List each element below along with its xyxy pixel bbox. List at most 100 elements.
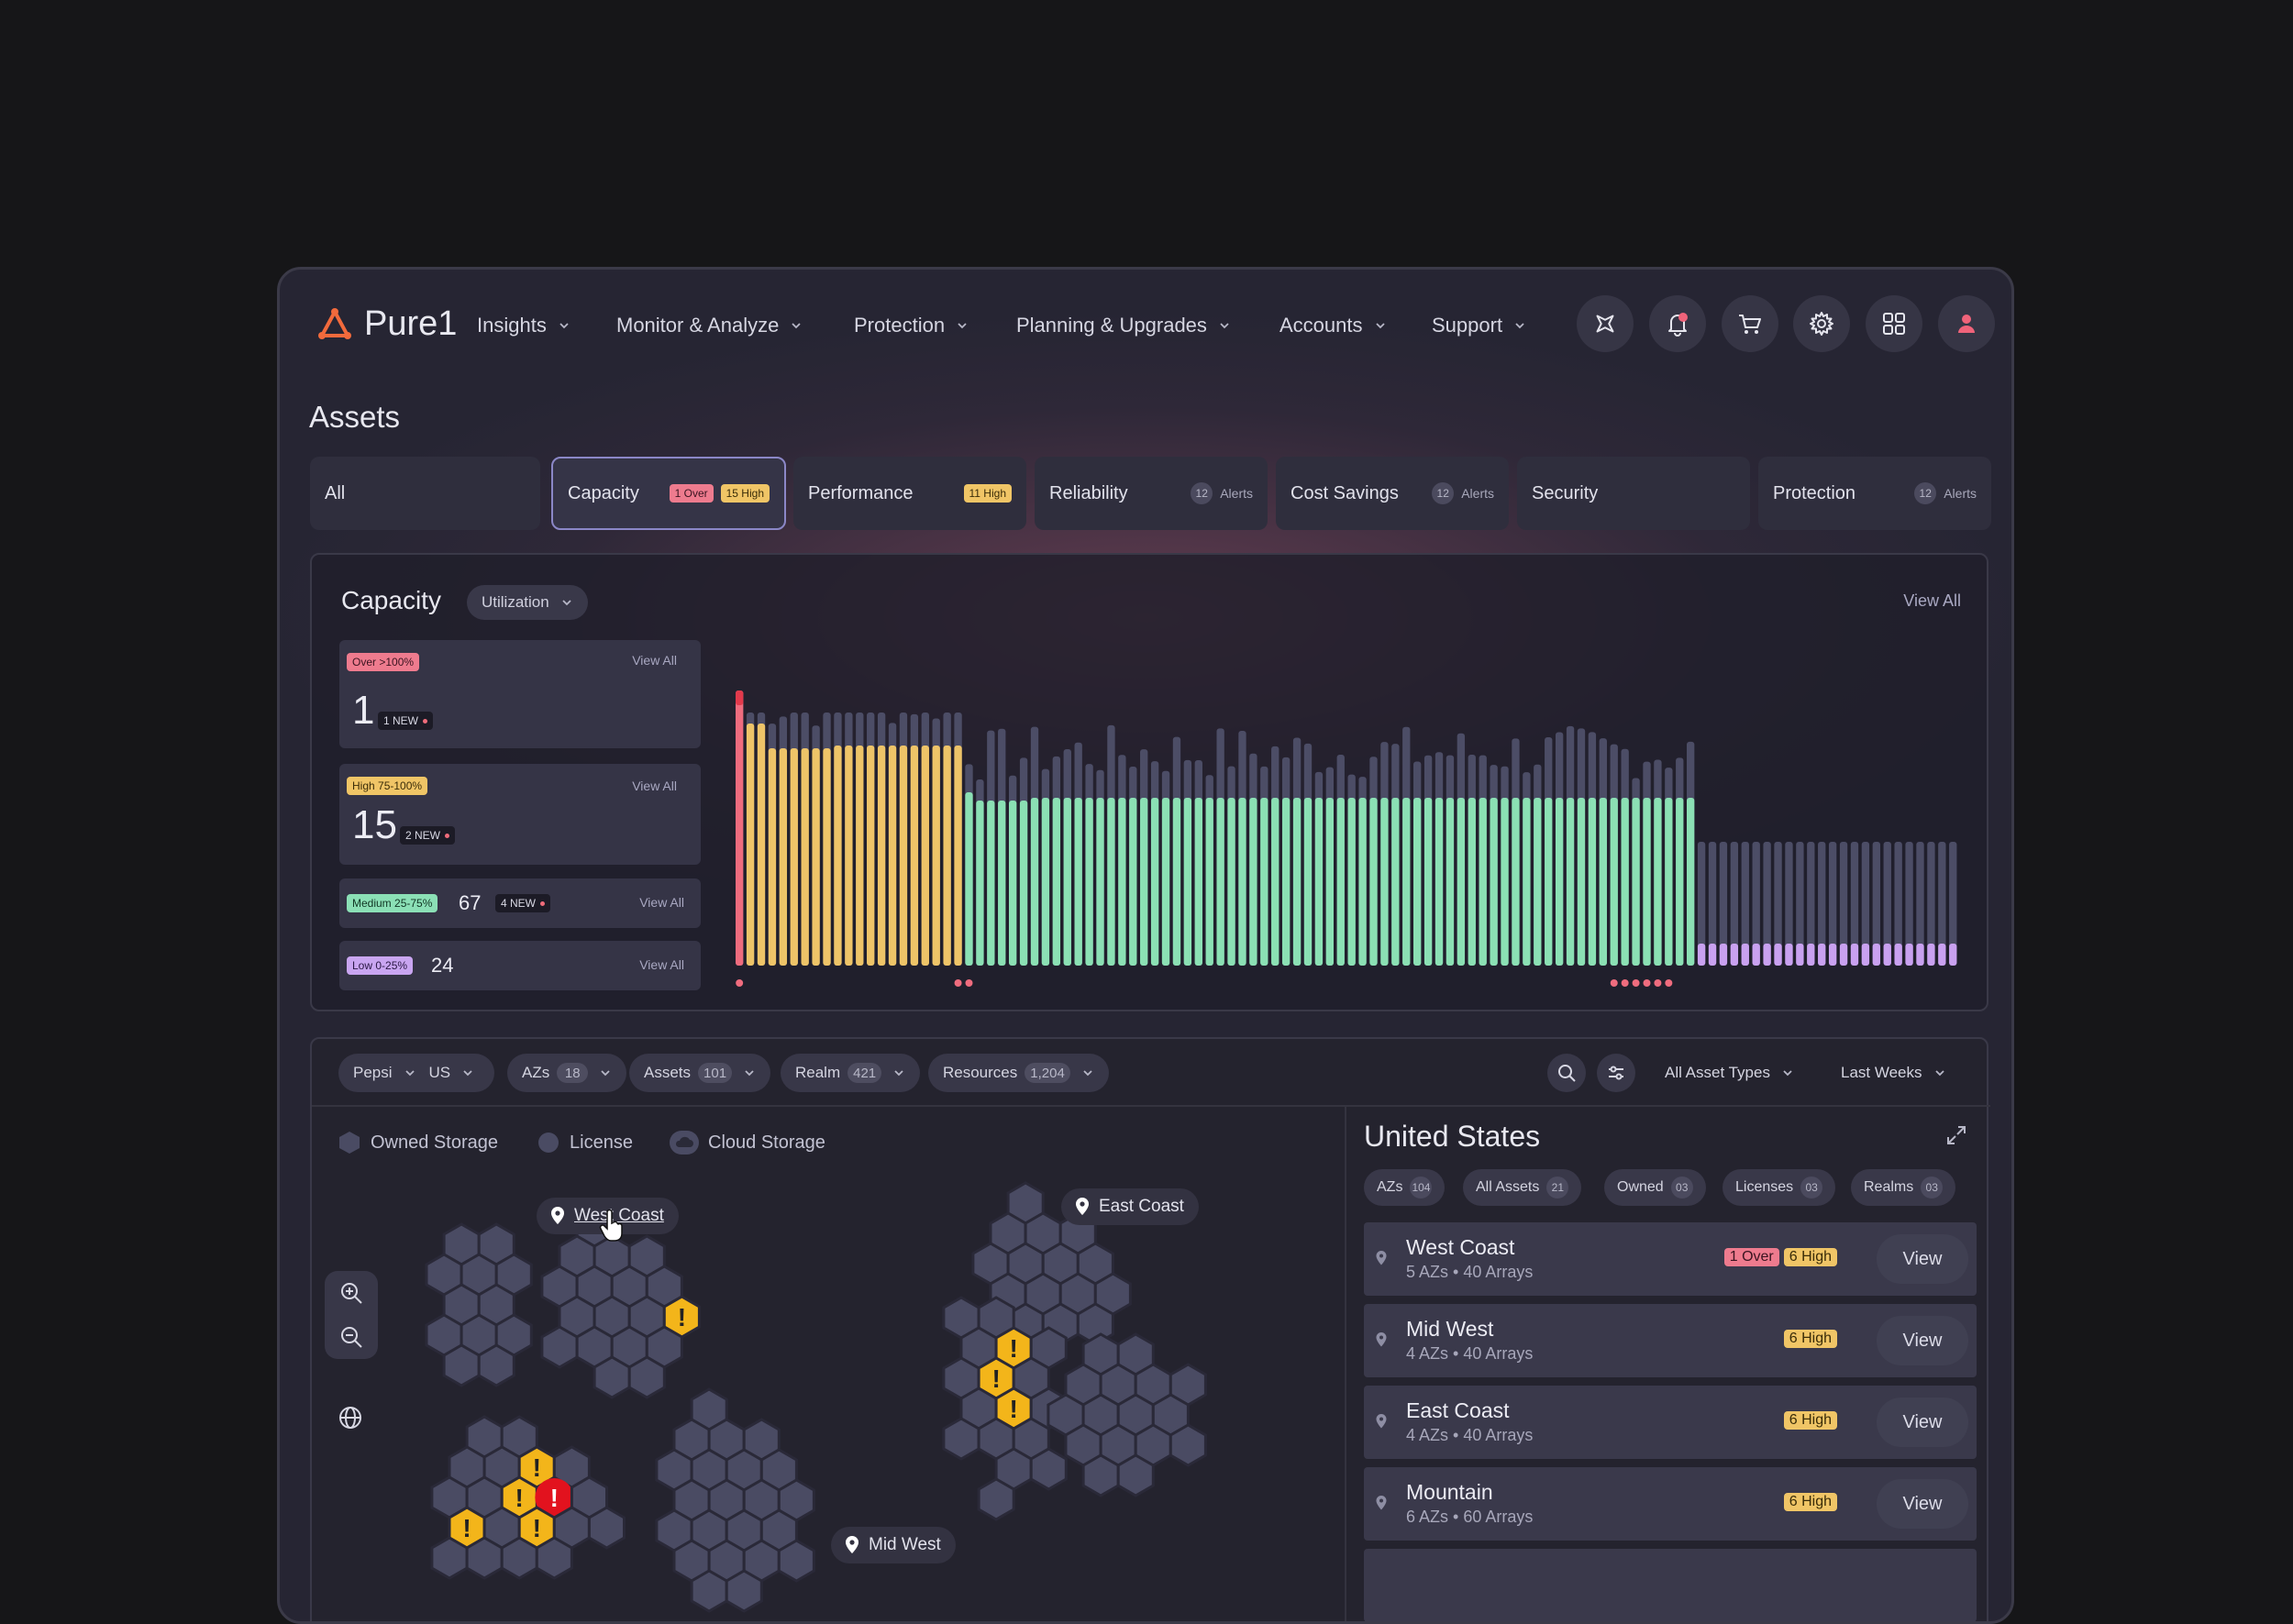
storage-hex[interactable] bbox=[1029, 1447, 1068, 1491]
storage-hex[interactable] bbox=[587, 1506, 626, 1550]
capacity-bar[interactable] bbox=[1140, 749, 1148, 966]
region-row-west-coast[interactable]: West Coast 5 AZs • 40 Arrays 1 Over 6 Hig… bbox=[1364, 1222, 1977, 1296]
capacity-bar[interactable] bbox=[867, 713, 875, 966]
storage-hex[interactable] bbox=[535, 1536, 573, 1580]
storage-hex[interactable] bbox=[465, 1536, 504, 1580]
storage-hex[interactable] bbox=[725, 1569, 763, 1613]
capacity-bar[interactable] bbox=[1752, 842, 1760, 966]
capacity-bar[interactable] bbox=[757, 713, 766, 966]
nav-insights[interactable]: Insights bbox=[477, 309, 570, 342]
pill-azs[interactable]: AZs 104 bbox=[1364, 1169, 1446, 1206]
settings-button[interactable] bbox=[1793, 295, 1850, 352]
capacity-bar[interactable] bbox=[1172, 736, 1181, 966]
tab-all[interactable]: All bbox=[310, 457, 540, 530]
realm-filter[interactable]: Realm 421 bbox=[781, 1054, 921, 1092]
capacity-bar[interactable] bbox=[856, 713, 864, 966]
zoom-out-icon[interactable] bbox=[339, 1325, 363, 1349]
expand-icon[interactable] bbox=[1945, 1124, 1967, 1146]
tab-reliability[interactable]: Reliability 12 Alerts bbox=[1035, 457, 1268, 530]
capacity-bar[interactable] bbox=[1632, 778, 1640, 966]
capacity-bar[interactable] bbox=[1336, 754, 1345, 966]
capacity-bar[interactable] bbox=[1107, 724, 1115, 966]
capacity-bar[interactable] bbox=[1369, 757, 1378, 966]
storage-hex[interactable] bbox=[500, 1536, 538, 1580]
capacity-bar[interactable] bbox=[1194, 759, 1202, 966]
view-button[interactable]: View bbox=[1868, 1304, 1977, 1377]
capacity-bar[interactable] bbox=[1096, 769, 1104, 966]
capacity-bar[interactable] bbox=[1183, 759, 1192, 966]
capacity-bar[interactable] bbox=[1828, 842, 1837, 966]
capacity-bar[interactable] bbox=[1052, 756, 1061, 966]
capacity-bar[interactable] bbox=[1380, 742, 1389, 966]
tab-protection[interactable]: Protection 12 Alerts bbox=[1758, 457, 1991, 530]
capacity-bar[interactable] bbox=[1621, 748, 1629, 966]
storage-hex[interactable] bbox=[777, 1539, 815, 1583]
capacity-bar[interactable] bbox=[779, 716, 788, 966]
view-button[interactable]: View bbox=[1868, 1386, 1977, 1459]
storage-hex[interactable] bbox=[977, 1477, 1015, 1521]
notifications-button[interactable] bbox=[1649, 295, 1706, 352]
storage-hex[interactable] bbox=[430, 1536, 469, 1580]
capacity-bar[interactable] bbox=[888, 723, 897, 966]
tab-security[interactable]: Security bbox=[1517, 457, 1750, 530]
capacity-bar[interactable] bbox=[1271, 746, 1279, 966]
capacity-bar[interactable] bbox=[1850, 842, 1859, 966]
capacity-bar[interactable] bbox=[921, 713, 929, 966]
stat-view-all-link[interactable]: View All bbox=[639, 895, 684, 910]
profile-button[interactable] bbox=[1938, 295, 1995, 352]
capacity-bar[interactable] bbox=[1588, 732, 1597, 966]
capacity-bar[interactable] bbox=[932, 718, 940, 966]
pill-realms[interactable]: Realms 03 bbox=[1851, 1169, 1956, 1206]
capacity-bar[interactable] bbox=[1796, 842, 1804, 966]
capacity-bar[interactable] bbox=[1916, 842, 1924, 966]
capacity-bar[interactable] bbox=[1019, 757, 1028, 966]
capacity-bar[interactable] bbox=[746, 713, 755, 966]
org-region-filter[interactable]: Pepsi US bbox=[338, 1054, 494, 1092]
capacity-bar[interactable] bbox=[1785, 842, 1793, 966]
capacity-bar[interactable] bbox=[823, 713, 831, 966]
resources-filter[interactable]: Resources 1,204 bbox=[928, 1054, 1109, 1092]
capacity-bar[interactable] bbox=[1249, 753, 1257, 966]
capacity-bar[interactable] bbox=[1894, 842, 1902, 966]
period-dropdown[interactable]: Last Weeks bbox=[1826, 1054, 1961, 1092]
capacity-bar[interactable] bbox=[1325, 767, 1335, 966]
capacity-bar[interactable] bbox=[1839, 842, 1848, 966]
nav-planning-upgrades[interactable]: Planning & Upgrades bbox=[1016, 309, 1231, 342]
capacity-bar[interactable] bbox=[834, 713, 842, 966]
search-button[interactable] bbox=[1547, 1054, 1586, 1092]
capacity-bar[interactable] bbox=[1687, 741, 1695, 966]
capacity-bar[interactable] bbox=[1807, 842, 1815, 966]
pill-all-assets[interactable]: All Assets 21 bbox=[1463, 1169, 1582, 1206]
stat-view-all-link[interactable]: View All bbox=[639, 957, 684, 972]
brand-logo[interactable]: Pure1 bbox=[316, 304, 457, 344]
capacity-bar[interactable] bbox=[1402, 726, 1411, 966]
capacity-bar[interactable] bbox=[801, 713, 809, 966]
assets-filter[interactable]: Assets 101 bbox=[629, 1054, 771, 1092]
capacity-bar[interactable] bbox=[943, 713, 951, 966]
capacity-bar[interactable] bbox=[1479, 755, 1487, 966]
storage-hex[interactable] bbox=[1169, 1423, 1207, 1467]
capacity-bar[interactable] bbox=[1238, 730, 1246, 966]
capacity-bar[interactable] bbox=[1435, 752, 1444, 966]
capacity-bar[interactable] bbox=[1457, 733, 1466, 966]
region-row-mid-west[interactable]: Mid West 4 AZs • 40 Arrays 6 High View bbox=[1364, 1304, 1977, 1377]
capacity-bar[interactable] bbox=[1676, 757, 1684, 966]
capacity-bar[interactable] bbox=[790, 713, 798, 966]
capacity-bar[interactable] bbox=[1697, 842, 1706, 966]
region-row-partial[interactable] bbox=[1364, 1549, 1977, 1621]
region-row-mountain[interactable]: Mountain 6 AZs • 60 Arrays 6 High View bbox=[1364, 1467, 1977, 1541]
capacity-bar[interactable] bbox=[987, 730, 995, 966]
view-button[interactable]: View bbox=[1868, 1222, 1977, 1296]
critical-alert-hex[interactable]: ! bbox=[535, 1478, 574, 1517]
storage-hex[interactable] bbox=[593, 1355, 631, 1399]
tab-capacity[interactable]: Capacity 1 Over 15 High bbox=[551, 457, 786, 530]
capacity-bar[interactable] bbox=[1008, 775, 1017, 966]
capacity-bar[interactable] bbox=[1577, 728, 1586, 966]
capacity-bar[interactable] bbox=[1719, 842, 1728, 966]
capacity-bar[interactable] bbox=[1413, 761, 1422, 966]
capacity-bar[interactable] bbox=[1741, 842, 1749, 966]
storage-hex[interactable] bbox=[690, 1569, 728, 1613]
capacity-bar[interactable] bbox=[1861, 842, 1870, 966]
storage-hex[interactable] bbox=[540, 1325, 579, 1369]
capacity-bar[interactable] bbox=[1063, 748, 1071, 966]
